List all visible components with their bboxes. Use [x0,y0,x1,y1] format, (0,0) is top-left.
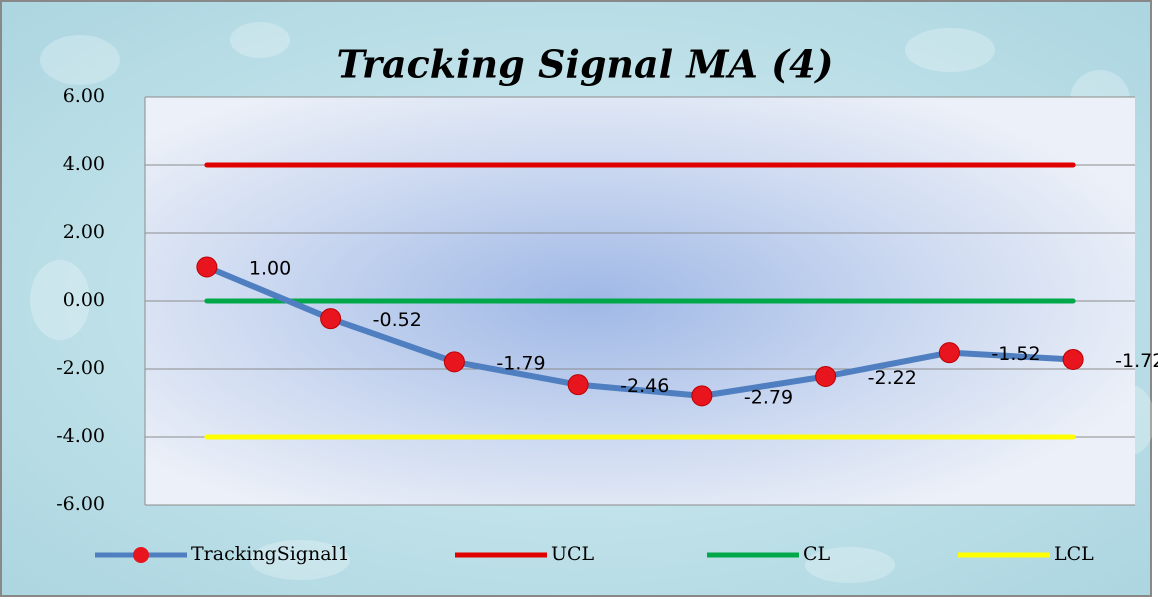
y-tick-label: 6.00 [63,85,105,107]
legend-label: UCL [551,543,595,565]
legend-label: CL [803,543,831,565]
data-label: 1.00 [249,258,291,280]
data-label: -1.72 [1115,350,1158,372]
data-point [443,351,465,373]
data-point [1062,348,1084,370]
data-label: -2.22 [868,367,917,389]
data-label: -2.79 [744,386,793,408]
data-label: -0.52 [373,309,422,331]
data-point [938,342,960,364]
data-point [691,385,713,407]
data-label: -2.46 [620,375,669,397]
y-tick-label: -4.00 [56,425,105,447]
y-tick-label: 2.00 [63,221,105,243]
data-point [567,374,589,396]
legend-label: TrackingSignal1 [191,543,350,565]
y-tick-label: 4.00 [63,153,105,175]
chart-title: Tracking Signal MA (4) [336,42,833,87]
y-tick-label: 0.00 [63,289,105,311]
y-tick-label: -6.00 [56,493,105,515]
data-point [196,256,218,278]
legend-marker [133,547,149,563]
data-point [320,308,342,330]
data-label: -1.79 [496,352,545,374]
data-label: -1.52 [991,343,1040,365]
data-point [815,365,837,387]
y-tick-label: -2.00 [56,357,105,379]
legend-label: LCL [1054,543,1094,565]
data-line [203,264,1077,399]
